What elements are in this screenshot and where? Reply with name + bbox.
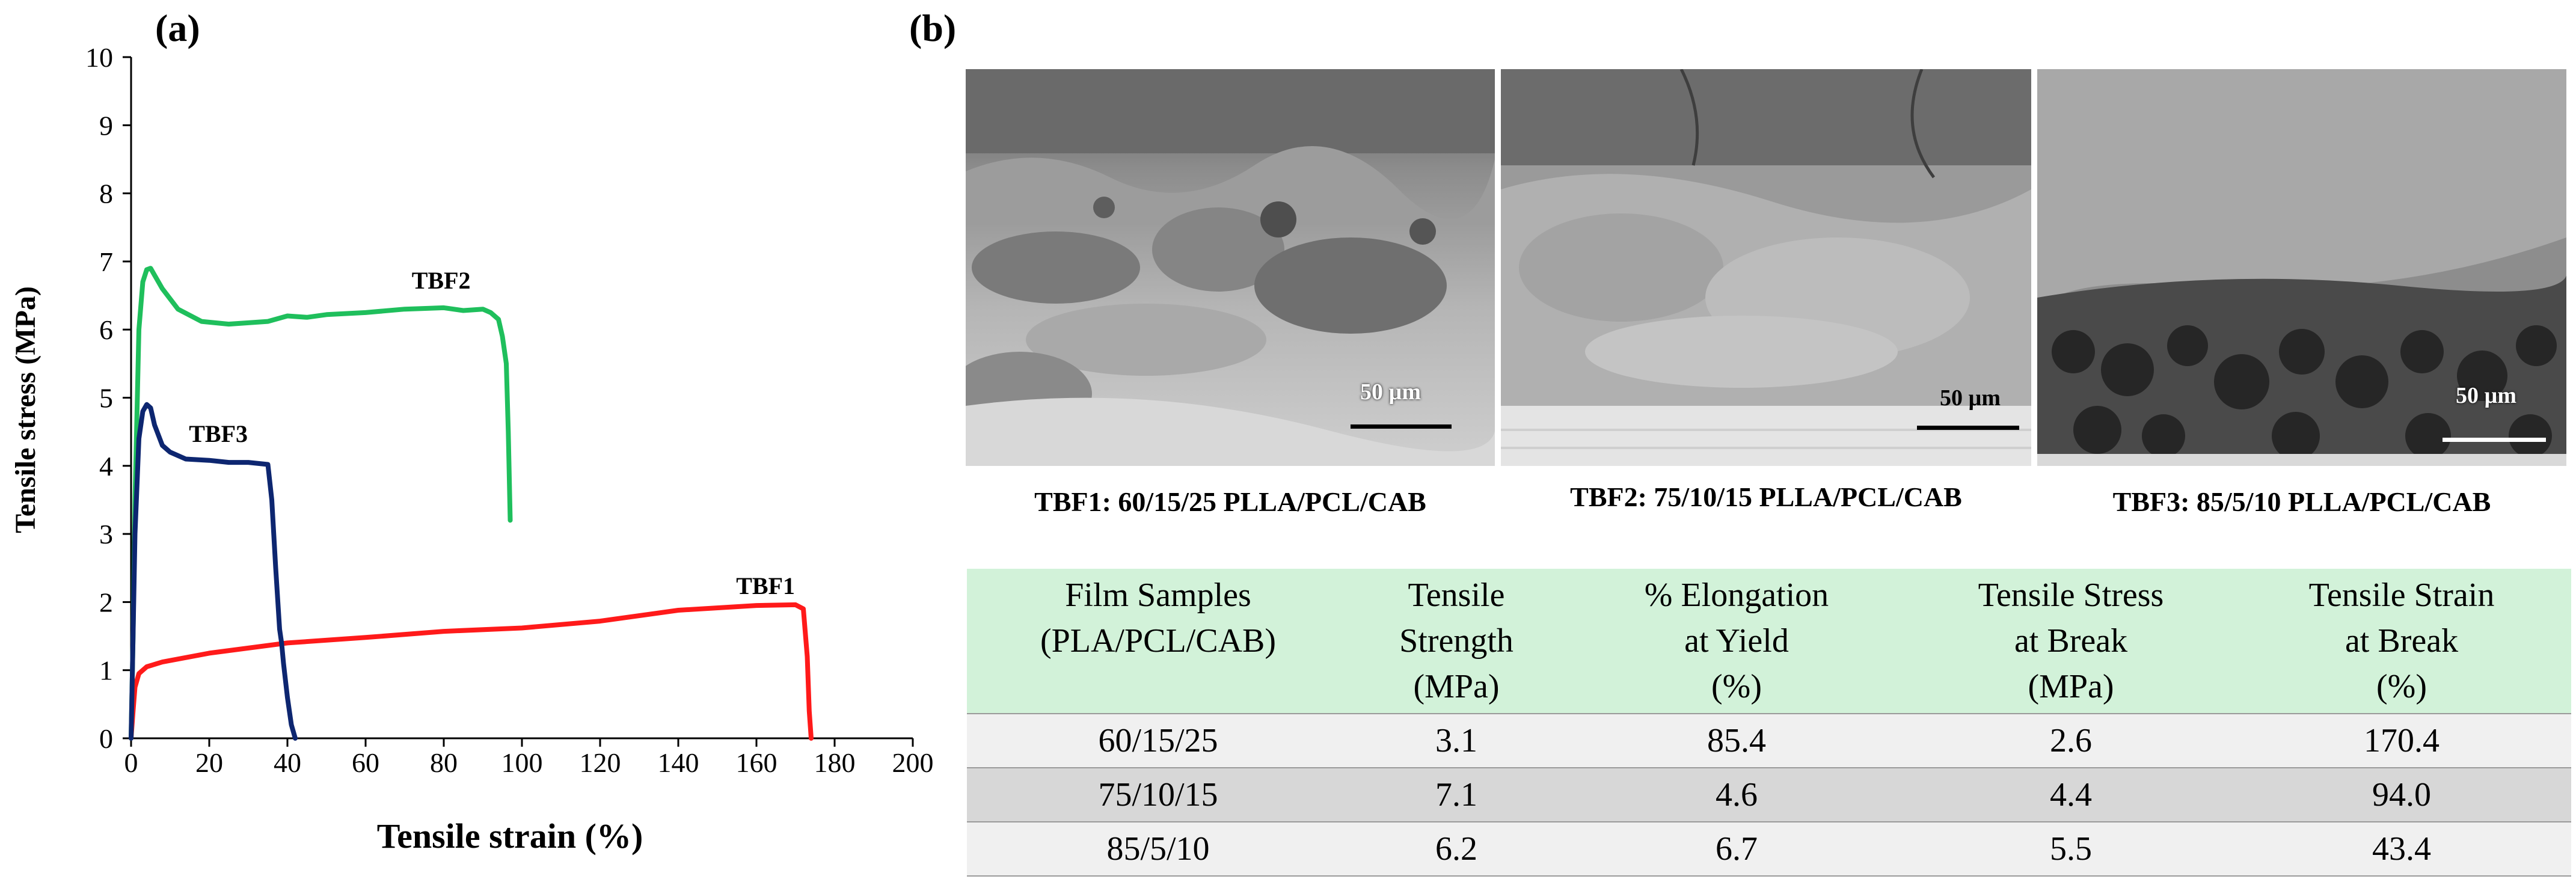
- table-cell: 85.4: [1563, 713, 1910, 768]
- header-line: at Yield: [1684, 622, 1789, 660]
- header-line: Strength: [1399, 622, 1513, 660]
- annotation-tbf3: TBF3: [189, 420, 248, 447]
- y-tick-label: 5: [99, 383, 113, 414]
- table-cell: 94.0: [2232, 767, 2571, 822]
- header-line: (%): [2376, 668, 2427, 705]
- x-tick-label: 180: [814, 747, 856, 778]
- x-tick-label: 40: [274, 747, 301, 778]
- sem-image-tbf2: [1501, 69, 2031, 466]
- table-cell: 75/10/15: [967, 767, 1349, 822]
- header-line: Tensile Strain: [2308, 577, 2495, 614]
- chart-annotations: TBF1 TBF2 TBF3: [189, 267, 795, 599]
- sem-image-tbf1: [966, 69, 1495, 466]
- table-cell: 7.1: [1349, 767, 1563, 822]
- y-tick-label: 1: [99, 655, 113, 686]
- table-cell: 6.2: [1349, 821, 1563, 877]
- header-elongation-yield: % Elongation at Yield (%): [1563, 569, 1910, 714]
- chart-series: [129, 266, 814, 741]
- table-row: 85/5/10 6.2 6.7 5.5 43.4: [967, 821, 2571, 877]
- table-row: 75/10/15 7.1 4.6 4.4 94.0: [967, 767, 2571, 822]
- series-line-tbf3: [129, 402, 298, 741]
- table-cell: 3.1: [1349, 713, 1563, 768]
- y-axis-label: Tensile stress (MPa): [10, 286, 41, 533]
- y-tick-label: 7: [99, 246, 113, 277]
- y-tick-label: 0: [99, 723, 113, 754]
- header-line: Tensile: [1408, 577, 1505, 614]
- header-line: Tensile Stress: [1978, 577, 2164, 614]
- series-line-tbf2: [129, 266, 513, 741]
- header-line: (MPa): [1413, 668, 1500, 705]
- header-line: (MPa): [2028, 668, 2114, 705]
- x-tick-label: 120: [580, 747, 621, 778]
- y-tick-label: 2: [99, 587, 113, 617]
- chart-axes: 0 20 40 60 80 100 120 140 160 180 200 0 1 2 3 4 5 6 7 8 9 10 T…: [10, 42, 934, 856]
- y-tick-label: 9: [99, 110, 113, 141]
- y-tick-label: 10: [85, 42, 113, 73]
- x-tick-label: 100: [501, 747, 543, 778]
- y-tick-label: 3: [99, 519, 113, 550]
- header-tensile-strength: Tensile Strength (MPa): [1349, 569, 1563, 714]
- header-strain-break: Tensile Strain at Break (%): [2232, 569, 2571, 714]
- mechanical-properties-table: Film Samples (PLA/PCL/CAB) Tensile Stren…: [967, 569, 2571, 877]
- table-cell: 2.6: [1910, 713, 2232, 768]
- x-tick-label: 140: [658, 747, 699, 778]
- header-line: at Break: [2344, 622, 2459, 660]
- scale-label-tbf1: 50 µm: [1360, 379, 1421, 405]
- sem-image-tbf3: [2037, 69, 2566, 466]
- x-tick-label: 0: [124, 747, 138, 778]
- x-tick-label: 80: [430, 747, 458, 778]
- x-tick-label: 60: [352, 747, 379, 778]
- table-cell: 85/5/10: [967, 821, 1349, 877]
- x-axis-label: Tensile strain (%): [377, 816, 643, 856]
- scale-bar-tbf2: [1917, 426, 2019, 430]
- header-stress-break: Tensile Stress at Break (MPa): [1910, 569, 2232, 714]
- header-line: Film Samples: [1065, 577, 1251, 614]
- header-line: at Break: [2014, 622, 2128, 660]
- scale-bar-tbf1: [1351, 424, 1452, 429]
- y-tick-label: 4: [99, 451, 113, 482]
- x-tick-label: 200: [892, 747, 934, 778]
- y-tick-label: 6: [99, 314, 113, 345]
- scale-label-tbf2: 50 µm: [1940, 385, 2001, 411]
- table-cell: 170.4: [2232, 713, 2571, 768]
- panel-label-a: (a): [155, 7, 200, 49]
- header-film-samples: Film Samples (PLA/PCL/CAB): [967, 569, 1349, 714]
- table-cell: 4.6: [1563, 767, 1910, 822]
- table-cell: 4.4: [1910, 767, 2232, 822]
- scale-label-tbf3: 50 µm: [2456, 383, 2517, 408]
- caption-tbf2: TBF2: 75/10/15 PLLA/PCL/CAB: [1570, 482, 1962, 512]
- table-cell: 60/15/25: [967, 713, 1349, 768]
- table-cell: 43.4: [2232, 821, 2571, 877]
- caption-tbf1: TBF1: 60/15/25 PLLA/PCL/CAB: [1034, 486, 1426, 517]
- header-line: % Elongation: [1644, 577, 1829, 614]
- header-line: (PLA/PCL/CAB): [1040, 622, 1277, 660]
- panel-label-b: (b): [909, 7, 957, 49]
- table-header-row: Film Samples (PLA/PCL/CAB) Tensile Stren…: [967, 569, 2571, 714]
- table-cell: 5.5: [1910, 821, 2232, 877]
- caption-tbf3: TBF3: 85/5/10 PLLA/PCL/CAB: [2112, 486, 2491, 517]
- x-tick-label: 20: [195, 747, 223, 778]
- x-tick-label: 160: [736, 747, 777, 778]
- annotation-tbf1: TBF1: [736, 572, 795, 599]
- header-line: (%): [1711, 668, 1762, 705]
- table-row: 60/15/25 3.1 85.4 2.6 170.4: [967, 713, 2571, 768]
- scale-bar-tbf3: [2443, 438, 2546, 442]
- annotation-tbf2: TBF2: [412, 267, 471, 294]
- stress-strain-chart: 0 20 40 60 80 100 120 140 160 180 200 0 1 2 3 4 5 6 7 8 9 10 T…: [10, 42, 934, 856]
- table-cell: 6.7: [1563, 821, 1910, 877]
- series-line-tbf1: [129, 602, 814, 741]
- y-tick-label: 8: [99, 179, 113, 209]
